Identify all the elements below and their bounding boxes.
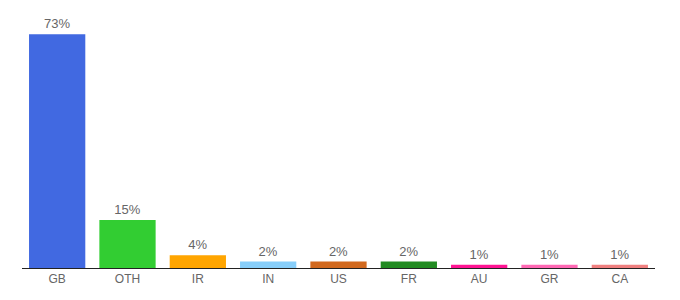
svg-text:4%: 4% [188,237,207,252]
svg-text:2%: 2% [399,244,418,259]
svg-text:2%: 2% [329,244,348,259]
svg-text:CA: CA [611,272,628,286]
svg-text:1%: 1% [470,247,489,262]
svg-text:OTH: OTH [115,272,140,286]
svg-text:US: US [330,272,347,286]
svg-text:2%: 2% [259,244,278,259]
svg-text:15%: 15% [114,202,140,217]
svg-text:IN: IN [262,272,274,286]
svg-text:FR: FR [401,272,417,286]
svg-text:GB: GB [48,272,65,286]
svg-text:73%: 73% [44,16,70,31]
svg-text:1%: 1% [540,247,559,262]
svg-text:GR: GR [541,272,559,286]
svg-text:1%: 1% [610,247,629,262]
svg-text:AU: AU [471,272,488,286]
svg-text:IR: IR [192,272,204,286]
